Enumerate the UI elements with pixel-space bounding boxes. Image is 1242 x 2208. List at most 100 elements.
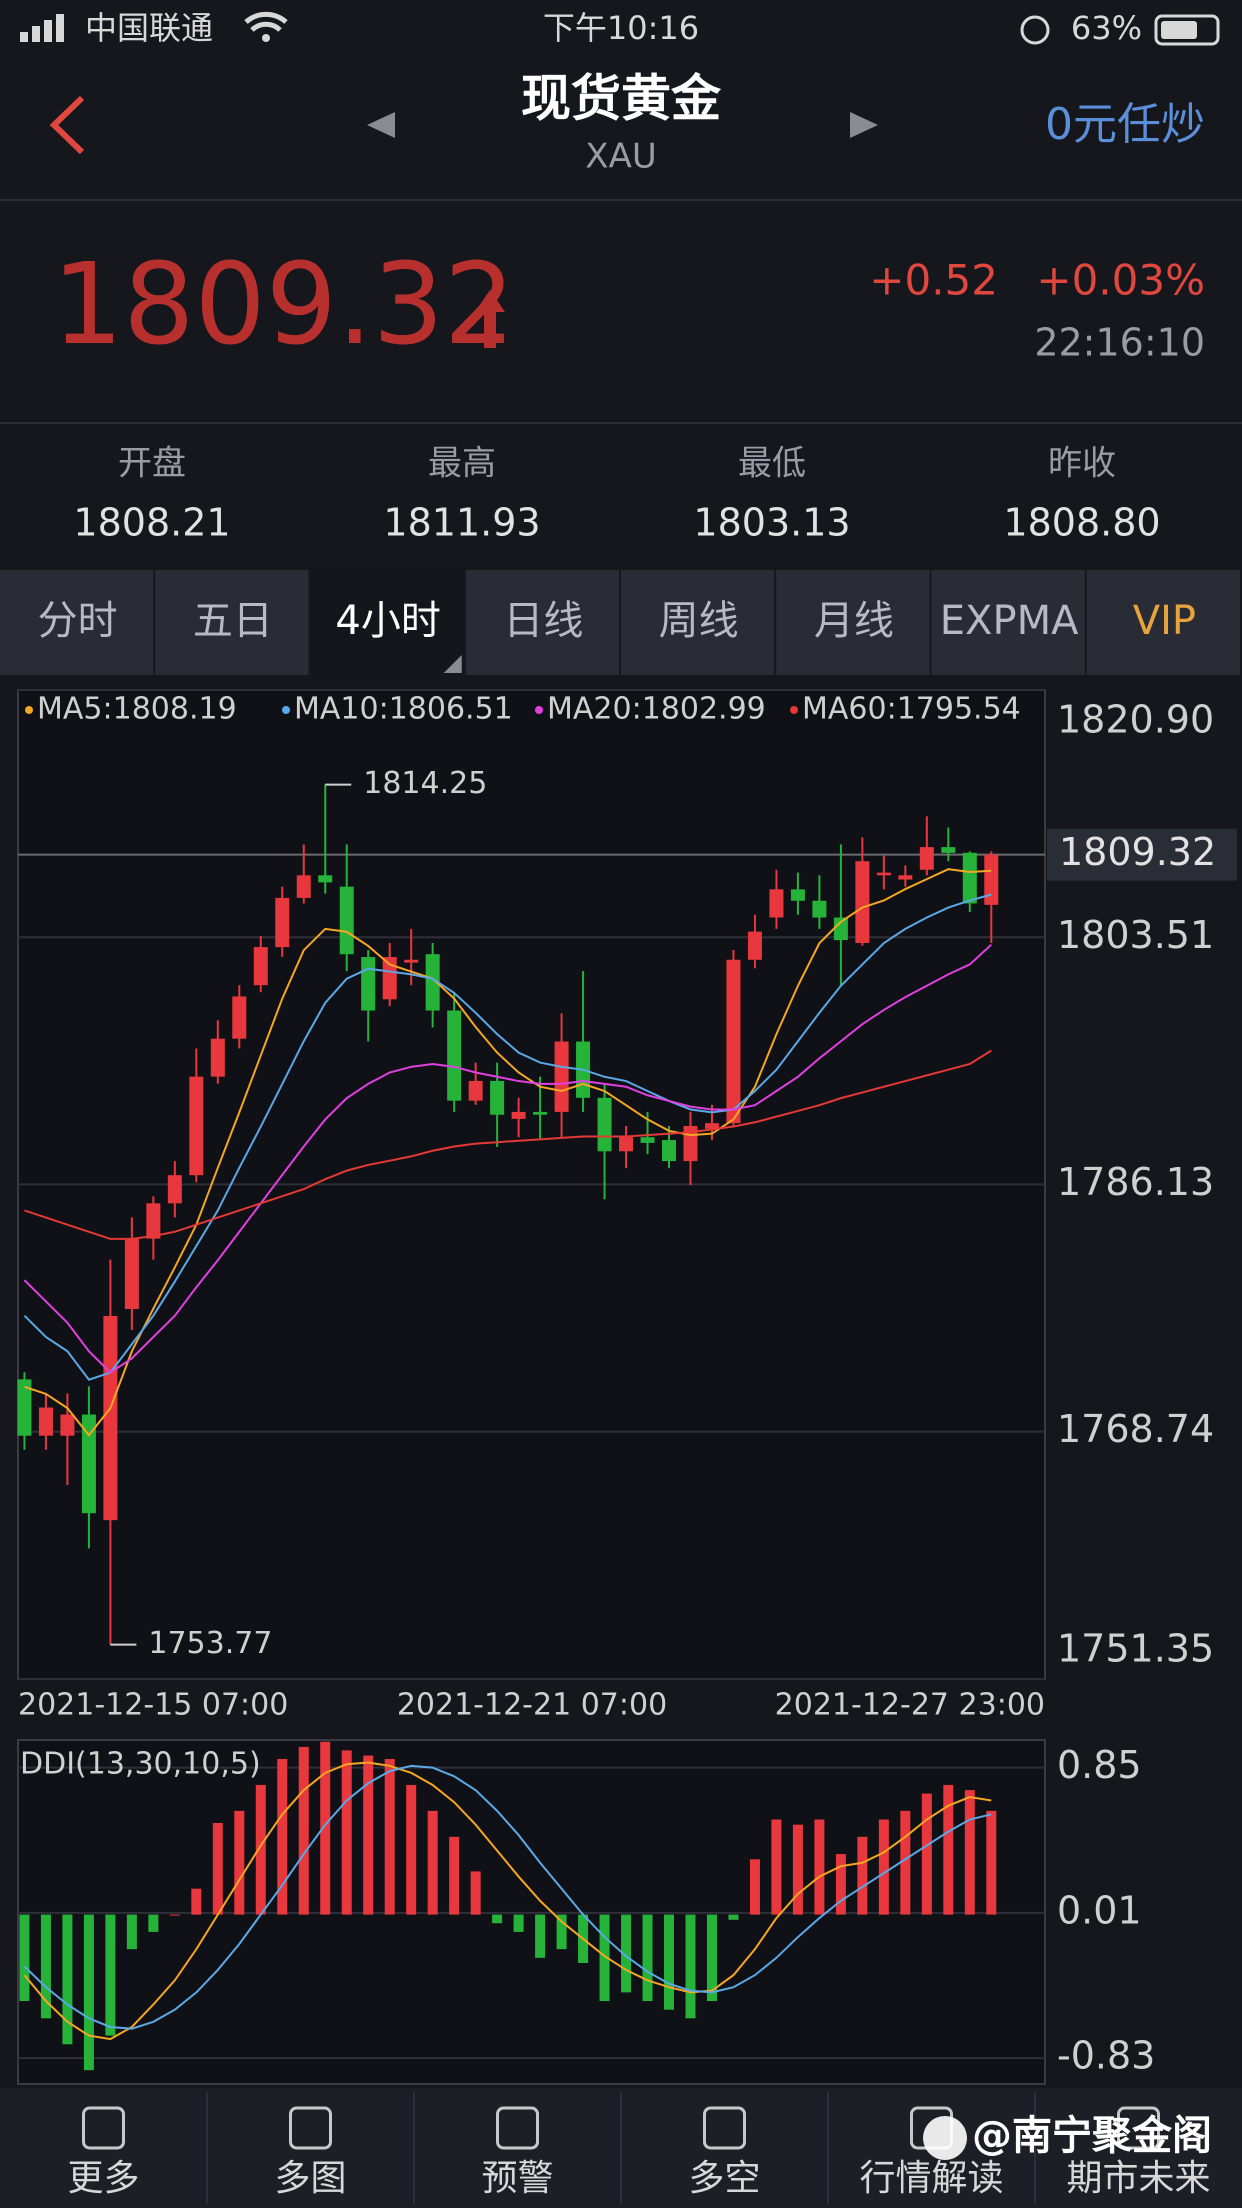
tab[interactable]: 周线 (659, 598, 739, 644)
ddi-bar (964, 1790, 975, 1915)
tab-background[interactable] (776, 570, 930, 675)
nav-label[interactable]: 行情解读 (859, 2158, 1003, 2199)
candle-body (146, 1203, 161, 1239)
candle-body (790, 889, 805, 901)
ddi-bar (492, 1914, 503, 1924)
candle-body (17, 1379, 32, 1436)
watermark-icon (923, 2116, 967, 2160)
tab-background[interactable] (1086, 570, 1240, 675)
nav-icon[interactable] (703, 2106, 746, 2150)
candle-body (597, 1097, 612, 1152)
nav-icon[interactable] (82, 2106, 125, 2150)
ddi-bar (986, 1810, 997, 1915)
ddi-bar (427, 1810, 438, 1915)
candle-body (490, 1080, 505, 1115)
candle-body (511, 1111, 526, 1119)
legend-dot (282, 706, 290, 714)
tab[interactable]: VIP (1133, 598, 1196, 644)
low-label: 1753.77 (148, 1626, 272, 1661)
candle-body (275, 897, 290, 948)
nav-label[interactable]: 多空 (688, 2158, 760, 2199)
tab-background[interactable] (465, 570, 619, 675)
y-tick-label: 1786.13 (1057, 1160, 1214, 1204)
legend-dot (790, 706, 798, 714)
stat-label: 昨收 (1048, 444, 1116, 484)
last-price-label: 1809.32 (1059, 830, 1216, 874)
tab-background[interactable] (155, 570, 309, 675)
stat-value: 1811.93 (383, 501, 540, 545)
candle-body (124, 1238, 139, 1309)
prev-button[interactable] (367, 112, 395, 138)
quote-time: 22:16:10 (1034, 321, 1205, 365)
ddi-bar (470, 1871, 481, 1915)
ddi-bar (642, 1914, 653, 2002)
tab-background[interactable] (931, 570, 1085, 675)
ma-line (23, 943, 992, 1374)
nav-label[interactable]: 预警 (481, 2158, 553, 2199)
ddi-bar (900, 1810, 911, 1915)
nav-icon[interactable] (496, 2106, 539, 2150)
candle-body (339, 886, 354, 955)
candle-body (253, 947, 268, 986)
candle-body (747, 931, 762, 960)
candle-body (812, 900, 827, 918)
carrier: 中国联通 (85, 9, 213, 47)
up-arrow (475, 290, 505, 348)
ddi-bar (191, 1888, 202, 1915)
tab[interactable]: 分时 (38, 598, 118, 644)
tab-corner (443, 655, 462, 673)
nav-label[interactable]: 期市未来 (1066, 2158, 1210, 2199)
y-tick-label: 1751.35 (1057, 1627, 1214, 1671)
signal-icon (20, 14, 64, 42)
next-button[interactable] (850, 112, 878, 138)
watermark: @南宁聚金阁 (972, 2113, 1212, 2159)
nav-icon[interactable] (289, 2106, 332, 2150)
candle-body (941, 847, 956, 853)
header-title: 现货黄金 (521, 70, 722, 128)
ddi-bar (535, 1914, 546, 1958)
nav-label[interactable]: 多图 (274, 2158, 346, 2199)
stat-label: 最高 (428, 444, 496, 484)
candle-body (318, 875, 333, 883)
stat-value: 1803.13 (693, 501, 850, 545)
nav-label[interactable]: 更多 (67, 2158, 139, 2199)
tab[interactable]: 月线 (814, 598, 894, 644)
candle-body (81, 1414, 96, 1514)
tab-background[interactable] (621, 570, 775, 675)
tab-background[interactable] (0, 570, 154, 675)
ddi-bar (277, 1759, 288, 1915)
candle-body (533, 1111, 548, 1115)
tab[interactable]: 日线 (503, 598, 583, 644)
candle-body (855, 861, 870, 943)
tab[interactable]: EXPMA (940, 598, 1079, 644)
ddi-bar (878, 1819, 889, 1915)
ma-line (24, 868, 992, 1437)
tab[interactable]: 4小时 (335, 598, 440, 644)
candle-body (833, 917, 848, 941)
ddi-bar (320, 1741, 331, 1915)
candle-body (554, 1041, 569, 1112)
candle-body (468, 1080, 483, 1101)
candle-body (962, 852, 977, 904)
battery-icon (1154, 14, 1220, 46)
nav-icon[interactable] (1117, 2106, 1160, 2150)
y-tick-label: 1820.90 (1057, 698, 1214, 742)
ddi-bar (728, 1914, 739, 1920)
back-button[interactable] (49, 95, 85, 155)
ddi-bar (40, 1914, 51, 2019)
ddi-bar (685, 1914, 696, 2019)
legend-entry: MA10:1806.51 (294, 692, 513, 727)
wifi-icon (244, 11, 288, 32)
ddi-line (23, 1761, 992, 2041)
tab-background[interactable] (310, 570, 464, 675)
candle-body (447, 1010, 462, 1101)
ddi-bar (62, 1914, 73, 2045)
battery-level: 63% (1071, 9, 1142, 47)
promo-link[interactable]: 0元任炒 (1045, 99, 1205, 150)
tab[interactable]: 五日 (193, 598, 273, 644)
legend-dot (25, 706, 33, 714)
ddi-bar (771, 1819, 782, 1915)
ddi-bar (212, 1822, 223, 1915)
price-change: +0.52 (869, 256, 998, 305)
